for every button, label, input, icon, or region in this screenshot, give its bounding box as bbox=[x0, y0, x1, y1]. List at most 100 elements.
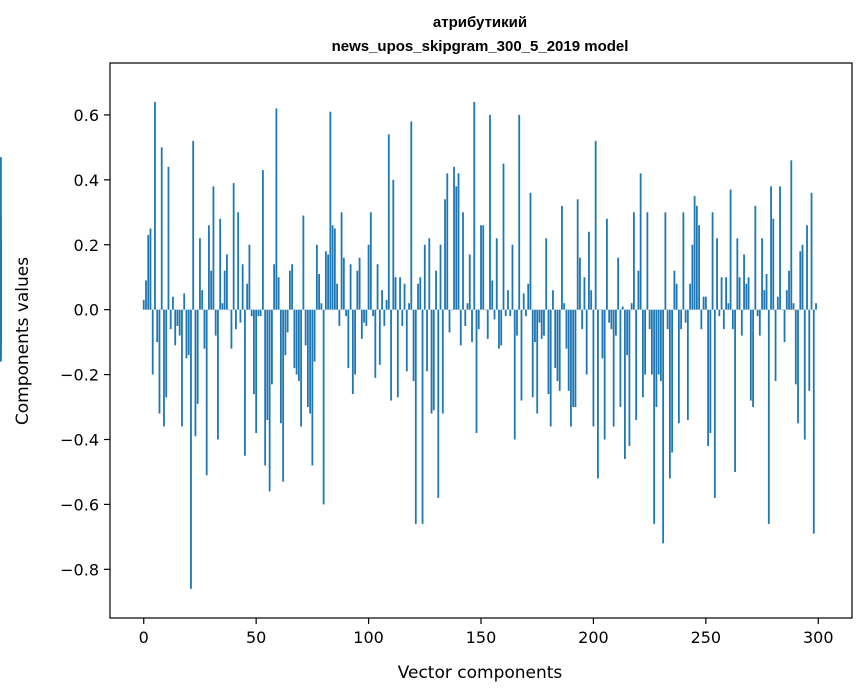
bar bbox=[776, 296, 779, 310]
bar bbox=[653, 309, 656, 524]
bar bbox=[428, 238, 431, 310]
y-tick-label: 0.4 bbox=[74, 171, 99, 190]
bar bbox=[509, 309, 512, 317]
bar bbox=[590, 290, 593, 310]
bar bbox=[554, 309, 557, 369]
bar bbox=[313, 309, 316, 362]
bar bbox=[770, 186, 772, 310]
bar bbox=[190, 309, 192, 589]
bar bbox=[331, 225, 334, 310]
bar bbox=[794, 309, 797, 385]
bar bbox=[779, 186, 781, 310]
bar bbox=[511, 244, 514, 310]
bar bbox=[540, 309, 543, 339]
bar bbox=[635, 309, 638, 421]
bar bbox=[212, 186, 215, 310]
bar bbox=[401, 309, 404, 326]
bar bbox=[570, 309, 572, 427]
bar bbox=[248, 244, 251, 310]
bar bbox=[273, 264, 276, 310]
bar bbox=[358, 257, 361, 310]
bar bbox=[774, 309, 777, 382]
bar bbox=[597, 309, 599, 479]
bar bbox=[264, 309, 267, 466]
bar bbox=[208, 225, 210, 310]
bar bbox=[522, 293, 525, 310]
bar bbox=[662, 309, 665, 544]
bar bbox=[432, 309, 435, 411]
bar bbox=[0, 270, 2, 310]
bar bbox=[453, 166, 455, 310]
bar bbox=[525, 309, 527, 317]
bar bbox=[412, 309, 415, 382]
bar bbox=[630, 303, 633, 310]
bar bbox=[471, 309, 473, 343]
bar bbox=[664, 212, 667, 310]
chart-title-line-2: news_upos_skipgram_300_5_2019 model bbox=[332, 38, 629, 55]
bar bbox=[516, 309, 518, 336]
bar bbox=[340, 212, 343, 310]
bar bbox=[426, 309, 428, 372]
bar bbox=[223, 270, 226, 310]
bar bbox=[349, 264, 352, 310]
bar bbox=[394, 277, 397, 310]
chart-title-line-1: атрибутикий bbox=[433, 14, 527, 31]
bar bbox=[275, 108, 278, 310]
bar bbox=[531, 309, 534, 398]
bar bbox=[695, 205, 698, 310]
bar bbox=[423, 244, 426, 310]
bar bbox=[689, 283, 692, 310]
bar bbox=[356, 270, 359, 310]
bar bbox=[0, 309, 2, 359]
bar bbox=[419, 277, 422, 310]
bar bbox=[518, 114, 521, 310]
bar bbox=[230, 309, 233, 349]
bar bbox=[558, 309, 561, 391]
bar bbox=[293, 309, 296, 369]
bar bbox=[327, 254, 329, 310]
bar bbox=[709, 309, 712, 433]
bar bbox=[583, 277, 586, 310]
x-tick-label: 0 bbox=[139, 628, 149, 647]
bar bbox=[563, 303, 566, 310]
bar bbox=[181, 309, 183, 427]
bar bbox=[799, 251, 802, 310]
bar bbox=[457, 173, 460, 310]
bar bbox=[801, 244, 804, 310]
bar bbox=[783, 309, 786, 343]
bar bbox=[435, 270, 437, 310]
bar bbox=[513, 309, 516, 440]
bar bbox=[790, 160, 793, 310]
y-tick-label: 0.2 bbox=[74, 236, 99, 255]
bar bbox=[619, 309, 622, 408]
bar bbox=[219, 218, 222, 310]
bar bbox=[446, 173, 449, 310]
bar bbox=[329, 111, 332, 310]
bar bbox=[210, 270, 213, 310]
bar bbox=[185, 309, 188, 359]
bar bbox=[154, 101, 156, 310]
bar bbox=[765, 273, 768, 310]
bar bbox=[621, 306, 624, 310]
bar bbox=[743, 254, 745, 310]
bar bbox=[561, 205, 563, 310]
bar bbox=[628, 309, 631, 446]
bar bbox=[414, 309, 417, 524]
bar bbox=[718, 309, 721, 317]
bar bbox=[650, 309, 653, 375]
bar bbox=[736, 238, 739, 310]
bar bbox=[304, 309, 307, 346]
bar bbox=[498, 309, 500, 349]
plot-frame bbox=[109, 62, 853, 619]
bar bbox=[360, 309, 363, 339]
bar bbox=[734, 309, 736, 472]
x-axis-label: Vector components bbox=[398, 663, 563, 683]
bar bbox=[671, 309, 674, 453]
bar bbox=[810, 192, 813, 310]
bar bbox=[491, 280, 494, 310]
bar bbox=[176, 309, 179, 326]
bar bbox=[372, 309, 374, 317]
bar bbox=[657, 309, 660, 375]
bar bbox=[291, 264, 294, 310]
